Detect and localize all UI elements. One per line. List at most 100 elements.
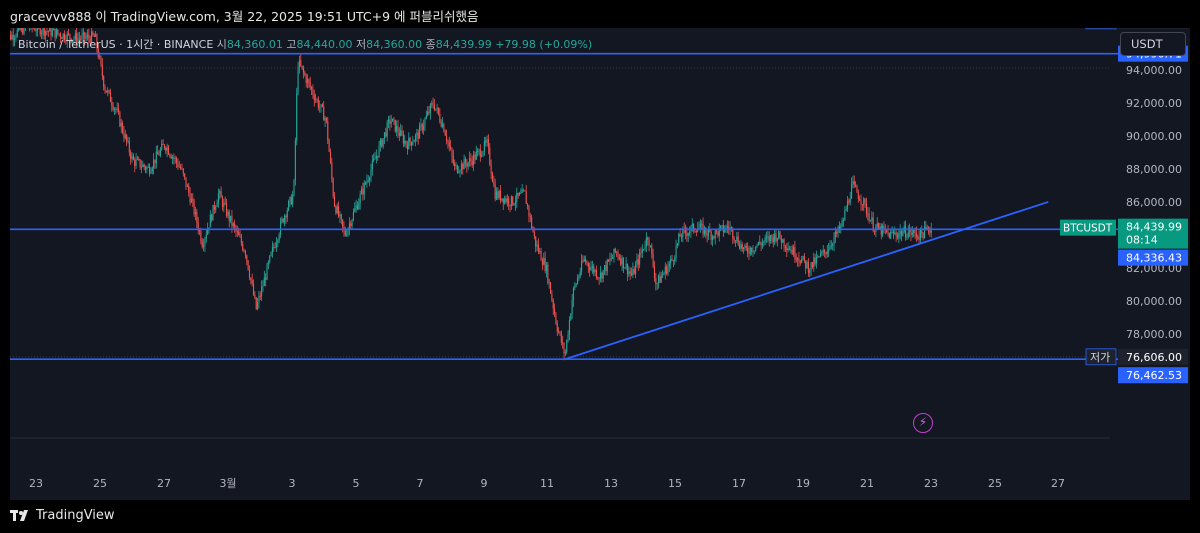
candle-body <box>335 206 337 214</box>
candle-body <box>355 205 357 209</box>
lightning-icon[interactable]: ⚡ <box>913 413 933 433</box>
candle-body <box>265 277 267 280</box>
candle-body <box>539 250 541 252</box>
candle-body <box>694 230 696 232</box>
candle-body <box>529 215 531 218</box>
candle-body <box>359 194 361 204</box>
candle-body <box>567 334 569 341</box>
candle-body <box>593 266 595 273</box>
candle-body <box>895 232 897 236</box>
candle-body <box>813 257 815 268</box>
candle-body <box>317 99 319 108</box>
candle-body <box>768 236 770 241</box>
candle-body <box>248 269 251 278</box>
candle-body <box>155 151 157 164</box>
candle-body <box>536 244 538 247</box>
candle-body <box>549 282 552 294</box>
candle-body <box>356 205 359 210</box>
symbol-title: Bitcoin / TetherUS · 1시간 · BINANCE <box>18 38 214 51</box>
close-value: 84,439.99 <box>435 38 492 51</box>
time-axis[interactable]: 23 25 27 3월 3 5 7 9 11 13 15 17 19 21 23 25 27 <box>29 477 1065 490</box>
candle-body <box>308 79 310 83</box>
candle-body <box>760 243 762 246</box>
candle-body <box>487 139 489 148</box>
candle-body <box>420 124 422 126</box>
candle-body <box>68 33 70 35</box>
candle-body <box>282 218 284 223</box>
candle-body <box>693 223 695 231</box>
candle-body <box>464 159 467 164</box>
candle-body <box>674 257 676 262</box>
candle-body <box>171 156 174 159</box>
candle-body <box>176 158 178 163</box>
candle-body <box>747 248 749 253</box>
candle-body <box>80 38 82 40</box>
candle-body <box>174 158 176 159</box>
candle-body <box>436 107 438 109</box>
candle-body <box>915 232 917 237</box>
candle-body <box>902 232 904 236</box>
candle-body <box>729 227 731 229</box>
time-tick-label: 5 <box>353 477 360 490</box>
price-chart[interactable]: 94,000.00 92,000.00 90,000.00 88,000.00 86,0… <box>10 28 1190 500</box>
candle-body <box>829 245 831 250</box>
candle-body <box>744 245 746 248</box>
candle-body <box>261 286 263 297</box>
candle-body <box>508 198 510 206</box>
candle-body <box>783 239 785 247</box>
candle-body <box>545 264 548 272</box>
candle-body <box>466 163 468 167</box>
candle-body <box>603 265 606 271</box>
candle-body <box>586 262 588 264</box>
candle-body <box>880 226 882 235</box>
candle-body <box>906 236 908 238</box>
current-price-box <box>1118 218 1188 249</box>
candle-body <box>910 229 912 235</box>
candle-body <box>126 134 128 142</box>
time-tick-label: 7 <box>417 477 424 490</box>
candle-body <box>613 248 615 258</box>
chart-panel[interactable]: 94,000.00 92,000.00 90,000.00 88,000.00 86,0… <box>10 28 1190 500</box>
candle-body <box>14 38 16 40</box>
candle-body <box>907 232 909 237</box>
time-tick-label: 9 <box>481 477 488 490</box>
candle-body <box>886 229 888 232</box>
candle-body <box>443 123 445 132</box>
candle-body <box>718 228 720 236</box>
candle-body <box>560 333 562 343</box>
candle-body <box>798 258 800 262</box>
candle-body <box>846 200 849 210</box>
candle-body <box>22 28 24 34</box>
time-tick-label: 25 <box>93 477 107 490</box>
candle-body <box>58 33 60 35</box>
drawings <box>10 52 1118 361</box>
candle-body <box>467 162 469 167</box>
candle-body <box>213 204 215 210</box>
candle-body <box>42 28 44 33</box>
candle-body <box>637 259 639 265</box>
candle-body <box>670 258 672 264</box>
candle-body <box>767 236 769 238</box>
candle-body <box>743 247 745 250</box>
candle-body <box>606 259 608 272</box>
candle-body <box>699 223 701 228</box>
candle-body <box>512 196 514 205</box>
candle-body <box>725 226 727 231</box>
candle-body <box>286 210 288 218</box>
candle-body <box>120 123 122 127</box>
candle-body <box>294 140 296 180</box>
candle-body <box>568 320 570 335</box>
candle-body <box>628 271 630 275</box>
high-marker-value-box <box>1118 28 1188 29</box>
candle-body <box>778 231 780 238</box>
open-value: 84,360.01 <box>226 38 283 51</box>
candle-body <box>639 252 641 265</box>
candle-body <box>231 215 233 226</box>
candle-body <box>795 258 797 260</box>
candle-body <box>360 189 363 195</box>
candle-body <box>482 151 484 156</box>
candle-body <box>78 38 80 40</box>
currency-button[interactable]: USDT <box>1120 32 1186 56</box>
price-axis[interactable]: 94,000.00 92,000.00 90,000.00 88,000.00 86,0… <box>1060 28 1188 384</box>
candle-body <box>16 30 18 37</box>
